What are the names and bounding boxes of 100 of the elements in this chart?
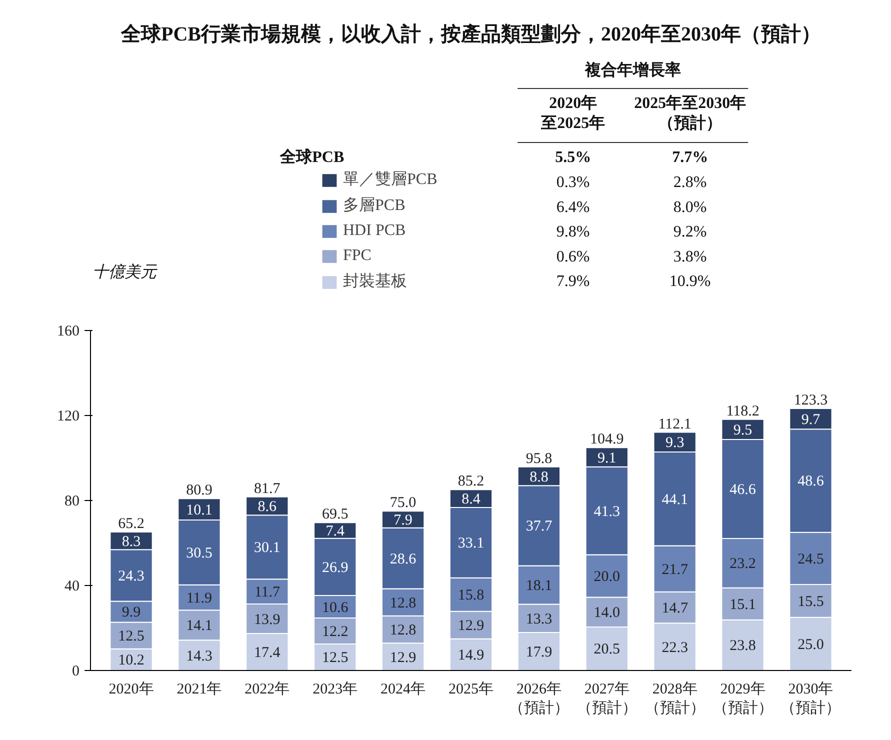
- legend-label: 多層PCB: [343, 196, 406, 216]
- y-axis-title: 十億美元: [92, 263, 158, 281]
- data-label: 7.9: [394, 512, 412, 529]
- total-label: 81.7: [254, 480, 281, 497]
- total-label: 104.9: [590, 432, 624, 448]
- data-label: 28.6: [390, 551, 417, 568]
- data-label: 10.6: [322, 600, 349, 616]
- text: 7.7%: [672, 149, 708, 166]
- data-label: 20.0: [594, 568, 620, 585]
- data-label: 13.9: [254, 612, 280, 628]
- data-label: 41.3: [594, 504, 620, 520]
- data-label: 15.8: [458, 588, 484, 604]
- x-tick-label: 2025年: [448, 680, 494, 698]
- y-tick-label: 160: [57, 324, 80, 340]
- data-label: 9.5: [733, 422, 752, 438]
- data-label: 23.2: [730, 556, 756, 572]
- data-label: 7.4: [326, 523, 345, 540]
- data-label: 13.3: [526, 611, 552, 628]
- data-label: 22.3: [662, 640, 688, 656]
- total-label: 80.9: [186, 482, 212, 499]
- text: 全球PCB: [279, 148, 344, 166]
- text: 複合年增長率: [584, 60, 681, 79]
- data-label: 11.7: [254, 584, 281, 601]
- text: 8.0%: [673, 198, 707, 216]
- y-tick-label: 120: [57, 408, 80, 424]
- text: 6.4%: [556, 198, 590, 216]
- text: 2.8%: [673, 174, 707, 191]
- y-tick-label: 40: [64, 578, 80, 594]
- data-label: 9.3: [665, 435, 684, 452]
- data-label: 15.1: [730, 596, 756, 613]
- legend-label: FPC: [343, 246, 372, 266]
- data-label: 12.5: [322, 650, 348, 666]
- data-label: 8.8: [530, 469, 548, 486]
- data-label: 23.8: [730, 638, 756, 654]
- x-tick-label: 2029年（預計）: [712, 680, 773, 717]
- data-label: 15.5: [798, 594, 824, 610]
- data-label: 30.5: [186, 545, 212, 562]
- data-label: 12.9: [458, 618, 484, 634]
- data-label: 14.3: [186, 648, 212, 664]
- total-label: 118.2: [726, 403, 760, 420]
- data-label: 44.1: [662, 492, 688, 508]
- data-label: 46.6: [730, 482, 756, 498]
- legend-label: HDI PCB: [343, 221, 406, 241]
- text: 2025年至2030年（預計）: [634, 94, 746, 132]
- text: 5.5%: [555, 149, 592, 166]
- total-label: 75.0: [390, 495, 416, 512]
- text: 7.9%: [556, 273, 590, 290]
- text: 10.9%: [669, 273, 711, 290]
- y-tick-label: 0: [72, 664, 80, 680]
- data-label: 17.9: [526, 644, 552, 660]
- total-label: 69.5: [322, 506, 348, 523]
- x-tick-label: 2026年（預計）: [508, 680, 569, 717]
- x-tick-label: 2028年（預計）: [644, 680, 705, 717]
- data-label: 20.5: [594, 642, 620, 658]
- data-label: 8.6: [258, 499, 278, 516]
- text: 0.3%: [556, 174, 590, 191]
- text: 0.6%: [556, 248, 590, 266]
- data-label: 25.0: [798, 636, 824, 653]
- data-label: 12.5: [118, 628, 144, 645]
- data-label: 14.9: [458, 648, 484, 664]
- total-label: 112.1: [658, 416, 692, 432]
- data-label: 18.1: [526, 578, 552, 594]
- data-label: 14.0: [594, 605, 620, 622]
- text: 3.8%: [673, 248, 707, 266]
- x-tick-label: 2030年（預計）: [780, 680, 841, 717]
- data-label: 48.6: [798, 474, 824, 490]
- total-label: 65.2: [118, 516, 144, 532]
- data-label: 26.9: [322, 560, 348, 576]
- x-tick-label: 2022年: [244, 680, 290, 698]
- data-label: 9.1: [598, 450, 616, 466]
- data-label: 37.7: [526, 518, 553, 535]
- data-label: 21.7: [662, 562, 688, 578]
- data-label: 11.9: [186, 590, 212, 607]
- y-tick-label: 80: [64, 494, 80, 510]
- text: 9.8%: [556, 224, 590, 241]
- data-label: 17.4: [254, 645, 281, 662]
- data-label: 8.3: [122, 534, 141, 550]
- data-label: 30.1: [254, 540, 280, 556]
- legend-label: 單／雙層PCB: [343, 170, 438, 190]
- x-tick-label: 2020年: [108, 680, 154, 698]
- legend-label: 封裝基板: [343, 272, 407, 292]
- data-label: 9.9: [122, 604, 141, 621]
- data-label: 14.7: [662, 600, 688, 616]
- x-tick-label: 2024年: [380, 680, 426, 698]
- data-label: 24.5: [798, 551, 824, 568]
- data-label: 8.4: [462, 492, 481, 508]
- data-label: 10.1: [186, 502, 212, 518]
- data-label: 12.8: [390, 595, 416, 612]
- data-label: 24.3: [118, 568, 144, 584]
- text: 9.2%: [673, 224, 707, 241]
- data-label: 12.8: [390, 622, 416, 638]
- x-tick-label: 2021年: [176, 680, 222, 698]
- text: 2020年至2025年: [540, 94, 606, 132]
- total-label: 95.8: [526, 450, 552, 467]
- total-label: 123.3: [794, 392, 828, 408]
- x-tick-label: 2023年: [312, 680, 358, 698]
- x-tick-label: 2027年（預計）: [576, 680, 637, 717]
- data-label: 12.2: [322, 624, 348, 640]
- data-label: 12.9: [390, 650, 416, 666]
- data-label: 14.1: [186, 618, 212, 634]
